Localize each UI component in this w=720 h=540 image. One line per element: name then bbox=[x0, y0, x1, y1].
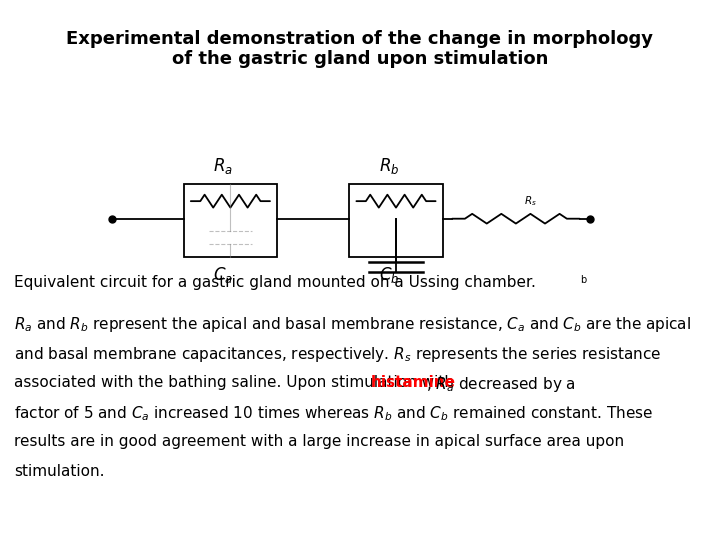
Text: histamine: histamine bbox=[371, 375, 456, 390]
Text: $R_a$ and $R_b$ represent the apical and basal membrane resistance, $C_a$ and $C: $R_a$ and $R_b$ represent the apical and… bbox=[14, 315, 691, 334]
Text: factor of 5 and $C_a$ increased 10 times whereas $R_b$ and $C_b$ remained consta: factor of 5 and $C_a$ increased 10 times… bbox=[14, 404, 654, 423]
Text: Experimental demonstration of the change in morphology: Experimental demonstration of the change… bbox=[66, 30, 654, 48]
Text: and basal membrane capacitances, respectively. $R_s$ represents the series resis: and basal membrane capacitances, respect… bbox=[14, 345, 662, 364]
FancyBboxPatch shape bbox=[349, 184, 443, 256]
Text: , $R_a$ decreased by a: , $R_a$ decreased by a bbox=[426, 375, 577, 394]
Text: $R_b$: $R_b$ bbox=[379, 156, 399, 176]
Text: Equivalent circuit for a gastric gland mounted on a Ussing chamber.: Equivalent circuit for a gastric gland m… bbox=[14, 275, 536, 291]
Text: $C_a$: $C_a$ bbox=[213, 265, 233, 285]
Text: of the gastric gland upon stimulation: of the gastric gland upon stimulation bbox=[172, 50, 548, 68]
FancyBboxPatch shape bbox=[184, 184, 277, 256]
Text: b: b bbox=[580, 275, 586, 286]
Text: $C_b$: $C_b$ bbox=[379, 265, 399, 285]
Text: associated with the bathing saline. Upon stimulation with: associated with the bathing saline. Upon… bbox=[14, 375, 459, 390]
Text: $R_a$: $R_a$ bbox=[213, 156, 233, 176]
Text: results are in good agreement with a large increase in apical surface area upon: results are in good agreement with a lar… bbox=[14, 434, 624, 449]
Text: stimulation.: stimulation. bbox=[14, 464, 105, 479]
Text: $R_s$: $R_s$ bbox=[524, 194, 536, 208]
